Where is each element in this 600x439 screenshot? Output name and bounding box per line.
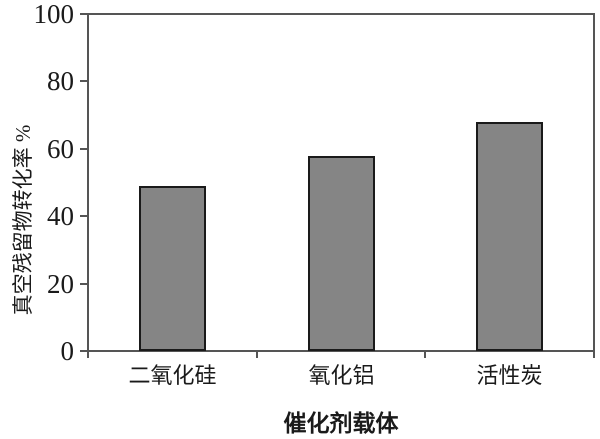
y-tick-label: 0 — [60, 336, 75, 366]
bar — [139, 186, 206, 351]
bar — [476, 122, 543, 351]
x-category-label: 二氧化硅 — [128, 363, 217, 388]
y-tick-mark — [80, 283, 88, 285]
y-tick-mark — [80, 350, 88, 352]
bar — [308, 156, 375, 351]
x-category-label: 氧化铝 — [308, 363, 375, 388]
y-tick-mark — [80, 13, 88, 15]
x-tick-mark — [87, 351, 89, 358]
x-tick-mark — [593, 351, 595, 358]
y-tick-label: 60 — [47, 134, 74, 164]
x-tick-mark — [424, 351, 426, 358]
x-category-label: 活性炭 — [476, 363, 543, 388]
x-tick-mark — [256, 351, 258, 358]
y-tick-mark — [80, 215, 88, 217]
y-tick-label: 80 — [47, 66, 74, 96]
y-tick-label: 100 — [33, 0, 75, 29]
x-axis-title: 催化剂载体 — [283, 410, 399, 436]
y-tick-mark — [80, 148, 88, 150]
y-tick-mark — [80, 80, 88, 82]
y-tick-label: 40 — [47, 201, 74, 231]
y-tick-label: 20 — [47, 269, 74, 299]
